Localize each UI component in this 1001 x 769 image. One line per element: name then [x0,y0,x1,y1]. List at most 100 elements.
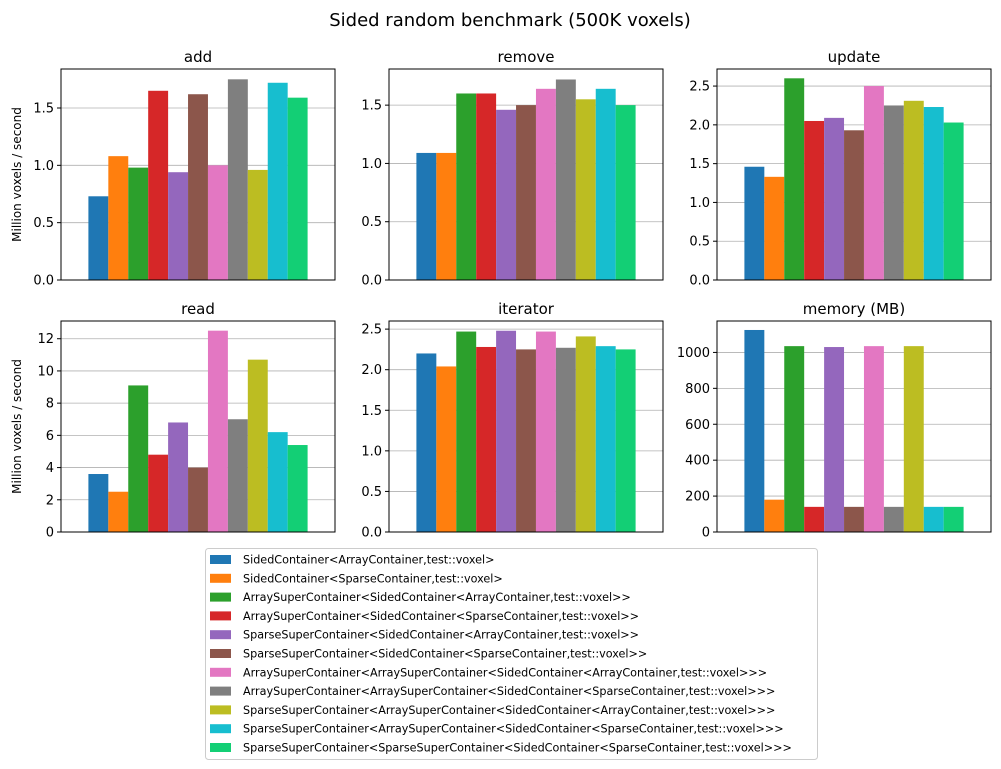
plot-frame [716,68,992,281]
y-tick-label: 0.5 [361,485,382,500]
bar-4 [476,346,497,532]
bar-1 [744,166,765,280]
bar-2 [436,366,457,532]
y-tick-label: 6 [46,429,54,444]
y-tick-label: 0.0 [33,274,54,289]
legend-item: SidedContainer<SparseContainer,test::vox… [210,572,503,585]
y-tick-label: 2.5 [689,80,710,95]
bar-8 [883,105,904,280]
bar-9 [247,359,268,532]
subplot-title: read [181,300,215,318]
subplot-update: 0.0 0.5 1.0 1.5 2.0 2.5 update [689,48,992,289]
legend-swatch [210,592,231,602]
legend-item: SparseSuperContainer<ArraySuperContainer… [210,704,775,717]
bar-6 [844,130,864,280]
legend-item: ArraySuperContainer<SidedContainer<Array… [210,591,631,604]
legend-label: ArraySuperContainer<SidedContainer<Array… [243,591,631,604]
subplot-title: remove [498,48,555,66]
bar-3 [128,385,149,532]
bar-6 [516,349,536,532]
subplot-title: memory (MB) [803,300,905,318]
subplot-title: update [828,48,881,66]
y-tick-label: 1.5 [33,101,54,116]
bar-5 [168,172,189,280]
y-tick-label: 2.5 [361,323,382,338]
y-tick-label: 0 [702,526,710,541]
bar-2 [108,156,129,280]
legend-label: ArraySuperContainer<ArraySuperContainer<… [243,666,767,679]
y-tick-label: 0.5 [689,235,710,250]
legend-label: SparseSuperContainer<SidedContainer<Arra… [243,629,639,642]
bar-11 [943,506,964,532]
bar-7 [535,88,556,280]
plot-frame [60,68,336,281]
bar-3 [456,331,477,532]
legend: SidedContainer<ArrayContainer,test::voxe… [205,548,818,760]
bar-4 [476,93,497,281]
y-axis-label: Million voxels / second [10,107,24,242]
bar-3 [128,167,149,280]
legend-label: SparseSuperContainer<SidedContainer<Spar… [243,648,647,661]
legend-swatch [210,686,231,696]
y-axis-label: Million voxels / second [10,359,24,494]
y-tick-label: 800 [685,382,710,397]
bar-8 [555,347,576,532]
legend-label: SidedContainer<ArrayContainer,test::voxe… [243,554,494,567]
bar-5 [168,422,189,532]
subplot-title: add [184,48,212,66]
bar-3 [456,93,477,281]
y-tick-label: 0.0 [361,526,382,541]
bar-7 [863,346,884,532]
legend-item: SparseSuperContainer<ArraySuperContainer… [210,723,784,736]
legend-swatch [210,611,231,621]
subplot-title: iterator [498,300,555,318]
y-tick-label: 2.0 [689,118,710,133]
bar-6 [188,94,208,280]
legend-swatch [210,555,231,564]
legend-label: SidedContainer<SparseContainer,test::vox… [243,572,503,585]
bar-2 [764,499,785,532]
y-tick-label: 0.5 [361,215,382,230]
legend-swatch [210,667,231,677]
legend-swatch [210,649,231,658]
bar-9 [575,99,596,281]
legend-label: SparseSuperContainer<SparseSuperContaine… [243,742,792,755]
bar-8 [555,79,576,280]
bar-9 [903,346,924,532]
bar-1 [744,329,765,532]
y-tick-label: 12 [37,332,54,347]
y-tick-label: 0.0 [361,274,382,289]
bar-7 [535,331,556,532]
bar-2 [764,176,785,280]
bar-11 [287,97,308,280]
bar-10 [923,506,944,532]
legend-swatch [210,630,231,640]
y-tick-label: 1.0 [689,196,710,211]
y-tick-label: 0.0 [689,274,710,289]
bar-10 [267,82,288,281]
plot-frame [388,320,664,533]
bar-5 [496,109,517,280]
bar-8 [883,506,904,532]
bar-2 [108,491,129,532]
bar-4 [804,120,825,280]
bar-11 [287,445,308,532]
bar-3 [784,78,805,280]
bar-8 [227,79,248,281]
subplot-memory-mb: 0 200 400 600 800 1000 memory (MB) [677,300,992,541]
subplot-add: 0.0 0.5 1.0 1.5 add [33,48,336,289]
bar-9 [903,100,924,280]
bar-9 [575,336,596,532]
y-tick-label: 0 [46,526,54,541]
legend-item: SparseSuperContainer<SidedContainer<Spar… [210,648,647,661]
bar-6 [516,105,536,280]
bar-6 [844,506,864,532]
legend-swatch [210,705,231,715]
legend-label: ArraySuperContainer<ArraySuperContainer<… [243,685,775,698]
bar-5 [824,347,845,532]
bar-9 [247,169,268,280]
bar-4 [148,454,169,532]
y-tick-label: 2 [46,493,54,508]
bar-2 [436,152,457,280]
bar-10 [595,346,616,532]
